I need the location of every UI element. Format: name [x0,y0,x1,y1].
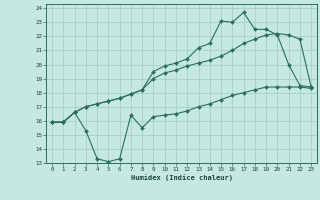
X-axis label: Humidex (Indice chaleur): Humidex (Indice chaleur) [131,174,233,181]
